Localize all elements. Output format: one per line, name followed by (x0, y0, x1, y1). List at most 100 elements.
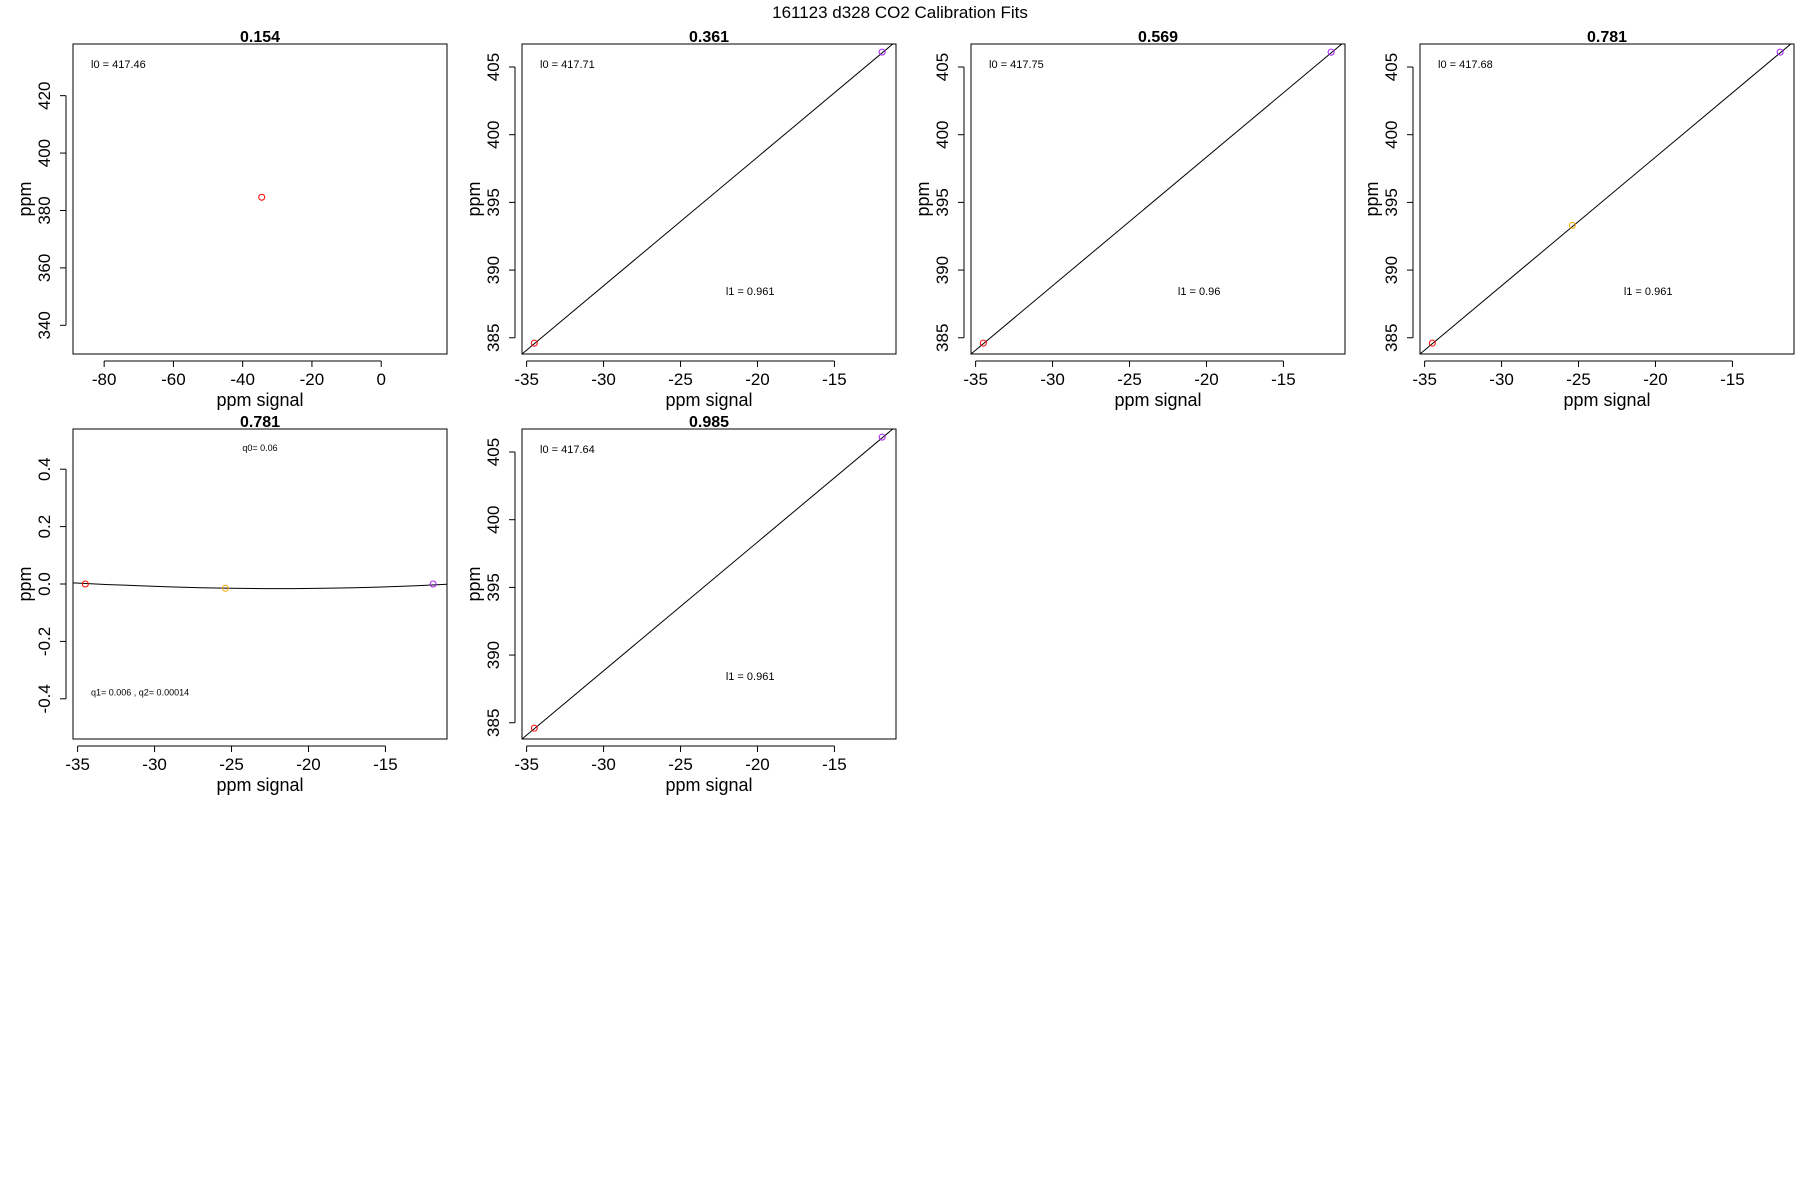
panel-4-x-tick-label: -35 (1412, 370, 1437, 389)
panel-4-x-tick-label: -20 (1643, 370, 1668, 389)
panel-1-x-tick-label: -60 (161, 370, 186, 389)
panel-2-frame (521, 43, 897, 355)
panel-5-annotation: q1= 0.006 , q2= 0.00014 (91, 688, 189, 698)
panel-3-annotation: l1 = 0.96 (1178, 286, 1221, 298)
panel-5-y-label: ppm (15, 566, 35, 601)
panel-2-annotation: l1 = 0.961 (726, 286, 775, 298)
panel-5-y-tick-label: -0.2 (35, 627, 54, 656)
panel-3: 0.569 -35 -30 -25 -20 -15 ppm signal 385 390 395 4… (913, 29, 1346, 410)
panel-5-x-tick-label: -30 (142, 755, 167, 774)
panel-1-y-tick-label: 360 (35, 254, 54, 282)
panel-2-plot-area (522, 44, 894, 354)
panel-3-x-tick-label: -35 (963, 370, 988, 389)
panel-3-title: 0.569 (1138, 29, 1178, 46)
panel-2-x-tick-label: -15 (822, 370, 847, 389)
panel-3-y-tick-label: 385 (933, 324, 952, 352)
panel-6-data-point (530, 724, 538, 732)
panel-3-y-tick-label: 405 (933, 53, 952, 81)
panel-5-title: 0.781 (240, 414, 280, 431)
panel-5-x-tick-label: -20 (296, 755, 321, 774)
panel-3-y-tick-label: 395 (933, 188, 952, 216)
panel-4-y-tick-label: 395 (1382, 188, 1401, 216)
panel-5-plot-area (73, 582, 447, 590)
panel-1-y-tick-label: 380 (35, 196, 54, 224)
panel-6-y-label: ppm (464, 566, 484, 601)
panel-3-x-tick-label: -25 (1117, 370, 1142, 389)
panel-1-y-label: ppm (15, 181, 35, 216)
panel-3-y-label: ppm (913, 181, 933, 216)
panel-4-plot-area (1420, 44, 1792, 354)
panel-3-fit-line (971, 44, 1343, 354)
panel-1-data-point (258, 193, 266, 201)
panel-6-x-tick-label: -35 (514, 755, 539, 774)
panel-3-annotation: l0 = 417.75 (989, 59, 1044, 71)
panel-5-data-point (221, 584, 229, 592)
panel-grid: 0.154 -80 -60 -40 -20 0 ppm signal 340 360 380 400… (15, 29, 1795, 795)
panel-2: 0.361 -35 -30 -25 -20 -15 ppm signal 385 390 395 4… (464, 29, 897, 410)
panel-4-data-point (1776, 48, 1784, 56)
panel-6-plot-area (522, 429, 894, 739)
panel-3-frame (970, 43, 1346, 355)
panel-1-y-tick-label: 340 (35, 311, 54, 339)
panel-3-data-point (1327, 48, 1335, 56)
panel-2-y-tick-label: 405 (484, 53, 503, 81)
panel-5: 0.781 -35 -30 -25 -20 -15 ppm signal -0.4 -0.2 0.… (15, 414, 448, 795)
panel-5-x-tick-label: -35 (65, 755, 90, 774)
panel-4: 0.781 -35 -30 -25 -20 -15 ppm signal 385 390 395 4… (1362, 29, 1795, 410)
panel-3-x-tick-label: -20 (1194, 370, 1219, 389)
panel-4-y-tick-label: 400 (1382, 121, 1401, 149)
panel-1-y-tick-label: 420 (35, 81, 54, 109)
panel-6: 0.985 -35 -30 -25 -20 -15 ppm signal 385 390 395 4… (464, 414, 897, 795)
panel-1-x-label: ppm signal (216, 390, 303, 410)
panel-4-x-tick-label: -30 (1489, 370, 1514, 389)
panel-5-x-tick-label: -25 (219, 755, 244, 774)
panel-5-x-label: ppm signal (216, 775, 303, 795)
panel-6-annotation: l0 = 417.64 (540, 444, 595, 456)
panel-2-data-point (530, 339, 538, 347)
panel-3-x-tick-label: -15 (1271, 370, 1296, 389)
panel-3-x-tick-label: -30 (1040, 370, 1065, 389)
panel-6-x-tick-label: -15 (822, 755, 847, 774)
panel-4-y-tick-label: 390 (1382, 256, 1401, 284)
panel-4-data-point (1428, 339, 1436, 347)
panel-4-annotation: l1 = 0.961 (1624, 286, 1673, 298)
panel-6-title: 0.985 (689, 414, 729, 431)
panel-5-x-tick-label: -15 (373, 755, 398, 774)
panel-1-annotation: l0 = 417.46 (91, 59, 146, 71)
panel-4-frame (1419, 43, 1795, 355)
panel-2-x-tick-label: -25 (668, 370, 693, 389)
panel-2-fit-line (522, 44, 894, 354)
panel-2-x-tick-label: -35 (514, 370, 539, 389)
panel-2-x-label: ppm signal (665, 390, 752, 410)
panel-3-plot-area (971, 44, 1343, 354)
panel-1-title: 0.154 (240, 29, 280, 46)
panel-2-x-tick-label: -20 (745, 370, 770, 389)
panel-6-y-tick-label: 405 (484, 438, 503, 466)
panel-5-fit-curve (73, 582, 447, 590)
panel-2-y-tick-label: 385 (484, 324, 503, 352)
panel-6-y-tick-label: 390 (484, 641, 503, 669)
panel-4-title: 0.781 (1587, 29, 1627, 46)
panel-2-y-tick-label: 390 (484, 256, 503, 284)
figure-title: 161123 d328 CO2 Calibration Fits (772, 3, 1028, 22)
panel-6-x-tick-label: -20 (745, 755, 770, 774)
panel-2-title: 0.361 (689, 29, 729, 46)
panel-1-x-tick-label: 0 (376, 370, 385, 389)
panel-2-y-tick-label: 395 (484, 188, 503, 216)
panel-6-frame (521, 428, 897, 740)
panel-4-y-tick-label: 385 (1382, 324, 1401, 352)
panel-3-data-point (979, 339, 987, 347)
panel-5-data-point (81, 580, 89, 588)
panel-4-x-label: ppm signal (1563, 390, 1650, 410)
panel-2-y-label: ppm (464, 181, 484, 216)
panel-4-y-tick-label: 405 (1382, 53, 1401, 81)
panel-5-frame (72, 428, 448, 740)
panel-4-fit-line (1420, 44, 1792, 354)
panel-1-y-tick-label: 400 (35, 139, 54, 167)
panel-4-y-label: ppm (1362, 181, 1382, 216)
panel-5-y-tick-label: -0.4 (35, 684, 54, 713)
panel-3-x-label: ppm signal (1114, 390, 1201, 410)
panel-5-data-point (429, 580, 437, 588)
panel-2-annotation: l0 = 417.71 (540, 59, 595, 71)
